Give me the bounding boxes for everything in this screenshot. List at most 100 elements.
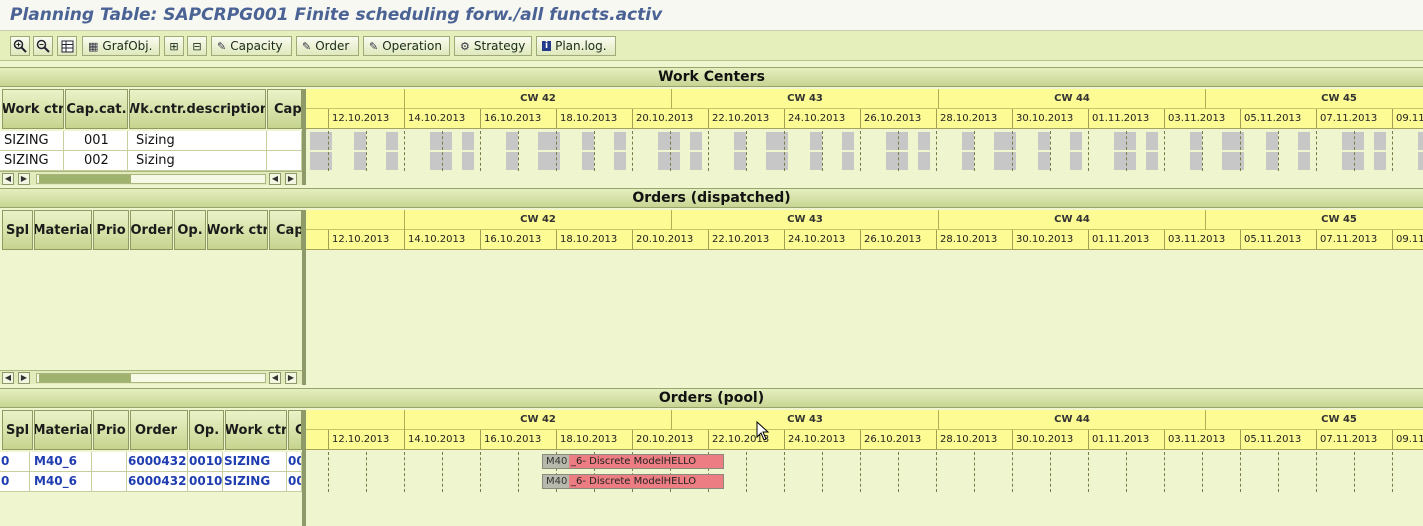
column-header[interactable]: Cap [269, 210, 302, 250]
capacity-block [918, 152, 930, 170]
capacity-block [1266, 152, 1278, 170]
capacity-block [810, 132, 822, 150]
capacity-block [310, 152, 332, 170]
capacity-block [766, 152, 788, 170]
cap-cat-cell: 002 [64, 151, 128, 171]
scroll-thumb[interactable] [39, 374, 131, 382]
week-label: CW 44 [938, 210, 1205, 230]
column-header[interactable]: Op. [189, 410, 224, 450]
scroll-left-icon[interactable]: ◀ [269, 372, 281, 384]
description-cell: Sizing [128, 151, 267, 171]
date-label: 30.10.2013 [1012, 430, 1088, 450]
capacity-block [1146, 132, 1158, 150]
column-header[interactable]: Material [34, 410, 92, 450]
column-header[interactable]: Material [34, 210, 92, 250]
capacity-block [354, 152, 366, 170]
hierarchy-down-button[interactable]: ⊟ [187, 36, 207, 56]
work-ctr-cell: SIZING [223, 452, 287, 472]
grid-line [556, 452, 557, 492]
scroll-right-icon[interactable]: ▶ [18, 372, 30, 384]
scroll-left-icon[interactable]: ◀ [2, 173, 14, 185]
capacity-block [994, 152, 1016, 170]
pane-splitter[interactable] [302, 89, 306, 185]
capacity-block [842, 152, 854, 170]
column-header[interactable]: Prio [93, 410, 129, 450]
operation-bar[interactable]: M40 _6- Discrete ModelHELLO [542, 454, 724, 469]
grid-line [1278, 131, 1279, 171]
column-header[interactable]: Spl [2, 410, 33, 450]
grafobj-button[interactable]: ▦ GrafObj. [82, 36, 160, 56]
grid-line [366, 131, 367, 171]
grid-line [1316, 452, 1317, 492]
scroll-right-icon[interactable]: ▶ [18, 173, 30, 185]
pane-splitter[interactable] [302, 210, 306, 385]
capacity-block [1222, 152, 1244, 170]
scroll-right-icon[interactable]: ▶ [285, 372, 297, 384]
pane-splitter[interactable] [302, 410, 306, 526]
column-header[interactable]: Order [130, 210, 173, 250]
table-view-button[interactable] [57, 36, 77, 56]
hierarchy-up-button[interactable]: ⊞ [164, 36, 184, 56]
column-header[interactable]: Spl [2, 210, 33, 250]
cap-cell [267, 131, 302, 151]
scroll-track[interactable] [36, 174, 266, 184]
table-row[interactable]: SIZING 002 Sizing [0, 151, 302, 171]
date-label: 09.11 [1392, 430, 1423, 450]
column-header[interactable]: Cap.cat. [65, 89, 128, 129]
grid-line [366, 452, 367, 492]
week-label: CW 43 [671, 210, 938, 230]
scroll-left-icon[interactable]: ◀ [2, 372, 14, 384]
scroll-thumb[interactable] [39, 175, 131, 183]
scroll-left-icon[interactable]: ◀ [269, 173, 281, 185]
orders-pool-table: Spl Material Prio Order Op. Work ctr C 0… [0, 410, 302, 526]
column-header[interactable]: Wk.cntr.description [129, 89, 266, 129]
week-label: CW 42 [404, 89, 671, 109]
zoom-out-button[interactable] [33, 36, 53, 56]
column-header[interactable]: Work ctr [225, 410, 287, 450]
order-button[interactable]: ✎ Order [296, 36, 359, 56]
operation-button[interactable]: ✎ Operation [363, 36, 450, 56]
date-label: 24.10.2013 [784, 109, 860, 129]
column-header[interactable]: Cap [267, 89, 302, 129]
date-label: 05.11.2013 [1240, 109, 1316, 129]
column-header[interactable]: Order [130, 410, 188, 450]
capacity-label: Capacity [230, 39, 283, 53]
column-header[interactable]: Work ctr [207, 210, 268, 250]
capacity-block [1266, 132, 1278, 150]
op-cell: 0010 [188, 472, 223, 492]
horizontal-scrollbar[interactable]: ◀ ▶ ◀ ▶ [0, 370, 302, 384]
date-label: 16.10.2013 [480, 430, 556, 450]
column-header[interactable]: Prio [93, 210, 129, 250]
date-label: 26.10.2013 [860, 230, 936, 250]
zoom-in-button[interactable] [10, 36, 30, 56]
operation-bar[interactable]: M40 _6- Discrete ModelHELLO [542, 474, 724, 489]
horizontal-scrollbar[interactable]: ◀ ▶ ◀ ▶ [0, 171, 302, 185]
grid-line [328, 452, 329, 492]
grid-line [594, 452, 595, 492]
capacity-block [1222, 132, 1244, 150]
week-label [306, 210, 404, 230]
scroll-track[interactable] [36, 373, 266, 383]
table-row[interactable]: SIZING 001 Sizing [0, 131, 302, 151]
capacity-block [886, 132, 908, 150]
grid-line [1088, 452, 1089, 492]
capacity-block [1190, 152, 1202, 170]
date-label: 20.10.2013 [632, 230, 708, 250]
column-header[interactable]: Work ctr [2, 89, 64, 129]
date-label: 14.10.2013 [404, 230, 480, 250]
prio-cell [92, 472, 127, 492]
column-header[interactable]: C [288, 410, 302, 450]
grid-line [1240, 452, 1241, 492]
capacity-block [430, 132, 452, 150]
planlog-button[interactable]: i Plan.log. [536, 36, 616, 56]
strategy-button[interactable]: ⚙ Strategy [454, 36, 532, 56]
scroll-right-icon[interactable]: ▶ [285, 173, 297, 185]
capacity-button[interactable]: ✎ Capacity [211, 36, 292, 56]
capacity-block [1298, 132, 1310, 150]
week-label [306, 410, 404, 430]
column-header[interactable]: Op. [174, 210, 206, 250]
